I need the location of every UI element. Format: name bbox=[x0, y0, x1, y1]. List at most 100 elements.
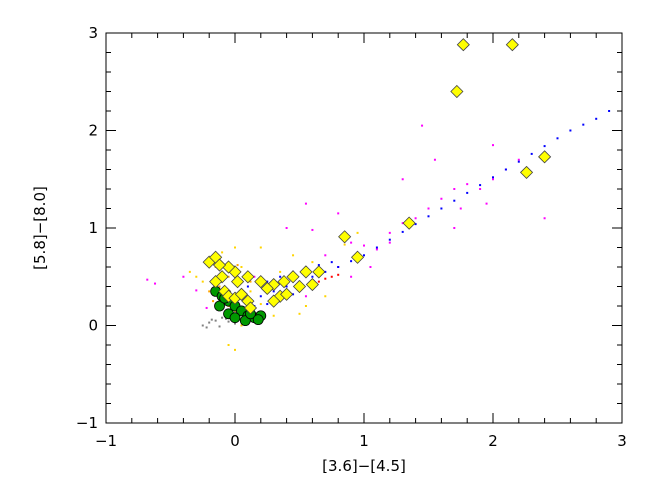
data-point-diamond bbox=[243, 301, 258, 315]
data-point-diamond bbox=[209, 275, 223, 289]
data-point bbox=[350, 241, 353, 244]
data-point-diamond bbox=[267, 294, 281, 308]
data-point bbox=[279, 275, 282, 278]
y-axis-label: [5.8]−[8.0] bbox=[31, 186, 49, 270]
data-point bbox=[479, 184, 482, 187]
data-point bbox=[205, 326, 208, 329]
data-point bbox=[369, 266, 372, 268]
data-point bbox=[324, 254, 327, 257]
series-6 bbox=[317, 273, 340, 283]
data-point bbox=[212, 300, 215, 303]
data-point bbox=[414, 223, 417, 226]
data-point-circle bbox=[214, 300, 225, 312]
data-point bbox=[459, 207, 462, 210]
data-point bbox=[504, 168, 507, 171]
data-point bbox=[259, 303, 262, 306]
data-point bbox=[517, 158, 520, 161]
series-0 bbox=[146, 124, 546, 309]
x-tick-label: −1 bbox=[95, 432, 117, 450]
x-tick-label: 0 bbox=[230, 432, 240, 450]
data-point bbox=[240, 324, 243, 327]
series-7 bbox=[202, 38, 552, 315]
plot-frame bbox=[105, 32, 623, 424]
data-point bbox=[330, 275, 333, 278]
data-point bbox=[218, 285, 221, 288]
data-point bbox=[218, 325, 221, 328]
data-point bbox=[249, 290, 252, 293]
data-point-diamond bbox=[338, 230, 352, 244]
data-point bbox=[208, 321, 211, 324]
data-point-diamond bbox=[538, 150, 552, 164]
data-point-diamond bbox=[286, 270, 300, 284]
series-4 bbox=[201, 316, 236, 329]
y-tick-label: 2 bbox=[88, 122, 98, 140]
data-point bbox=[485, 202, 488, 205]
data-point bbox=[227, 320, 230, 323]
data-point bbox=[427, 215, 430, 218]
data-point bbox=[363, 254, 365, 257]
data-point bbox=[221, 316, 224, 319]
data-point-diamond bbox=[299, 265, 313, 279]
data-point bbox=[249, 280, 252, 283]
data-point bbox=[304, 295, 307, 298]
data-point bbox=[330, 261, 333, 264]
data-point-diamond bbox=[241, 270, 255, 284]
data-point bbox=[298, 312, 301, 315]
data-point-diamond bbox=[350, 250, 365, 264]
data-points bbox=[146, 38, 611, 351]
data-point bbox=[543, 145, 546, 148]
data-point bbox=[201, 280, 204, 283]
data-point bbox=[208, 290, 211, 293]
data-point bbox=[440, 207, 443, 210]
data-point bbox=[350, 275, 353, 278]
y-tick-label: 1 bbox=[88, 219, 98, 237]
data-point bbox=[492, 144, 494, 147]
data-point-diamond bbox=[402, 216, 416, 230]
data-point bbox=[221, 251, 224, 254]
data-point bbox=[337, 212, 340, 215]
data-point bbox=[350, 260, 353, 263]
data-point bbox=[356, 231, 359, 234]
data-point bbox=[236, 264, 239, 267]
data-point bbox=[259, 246, 262, 249]
data-point bbox=[466, 191, 469, 194]
data-point bbox=[214, 319, 217, 322]
data-point bbox=[375, 248, 378, 251]
data-point bbox=[421, 124, 424, 127]
data-point bbox=[343, 243, 346, 246]
data-point bbox=[608, 110, 611, 112]
data-point bbox=[317, 280, 320, 283]
data-point bbox=[311, 275, 314, 278]
data-point bbox=[543, 217, 546, 220]
data-point-diamond bbox=[231, 275, 245, 289]
data-point bbox=[317, 264, 320, 267]
data-point-diamond bbox=[456, 38, 470, 52]
data-point-diamond bbox=[277, 275, 291, 289]
y-tick-label: 3 bbox=[88, 24, 98, 42]
data-point bbox=[240, 266, 243, 268]
data-point bbox=[595, 117, 598, 120]
data-point bbox=[234, 348, 236, 351]
data-point bbox=[401, 230, 404, 233]
data-point bbox=[304, 202, 307, 205]
data-point bbox=[311, 261, 314, 264]
y-tick-label: 0 bbox=[88, 317, 98, 335]
data-point bbox=[195, 275, 198, 278]
data-point-circle bbox=[229, 312, 241, 324]
data-point-diamond bbox=[280, 287, 294, 301]
data-point-diamond bbox=[305, 277, 319, 292]
data-point bbox=[227, 344, 230, 346]
data-point-diamond bbox=[292, 279, 307, 294]
x-tick-label: 3 bbox=[617, 432, 627, 450]
x-tick-label: 2 bbox=[488, 432, 498, 450]
data-point bbox=[530, 152, 533, 155]
data-point bbox=[427, 207, 430, 210]
data-point bbox=[363, 244, 365, 247]
data-point bbox=[388, 241, 391, 244]
data-point-diamond bbox=[450, 84, 464, 99]
data-point bbox=[375, 246, 378, 249]
data-point bbox=[453, 199, 456, 202]
data-point bbox=[337, 273, 340, 276]
data-point bbox=[492, 178, 494, 181]
